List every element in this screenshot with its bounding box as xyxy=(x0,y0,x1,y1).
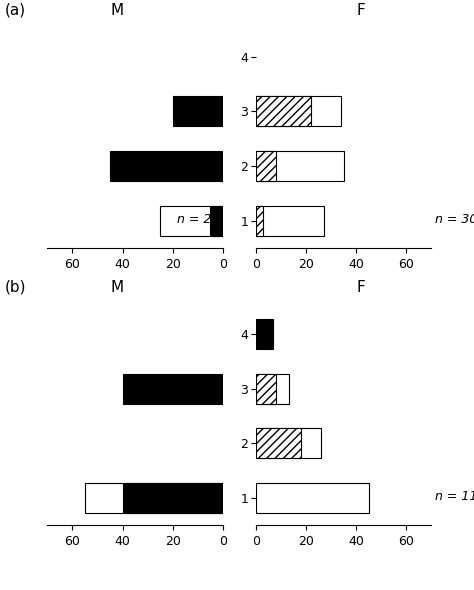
Bar xyxy=(256,428,301,458)
Bar xyxy=(210,205,223,235)
Bar xyxy=(256,151,344,181)
Bar xyxy=(85,483,223,513)
Bar xyxy=(160,205,223,235)
Text: n = 7: n = 7 xyxy=(185,490,219,503)
Bar xyxy=(173,96,223,126)
Bar xyxy=(256,483,369,513)
Bar xyxy=(123,483,223,513)
Bar xyxy=(256,96,341,126)
Text: n = 30: n = 30 xyxy=(435,213,474,226)
Text: M: M xyxy=(111,280,124,295)
Bar xyxy=(256,151,276,181)
Text: F: F xyxy=(357,3,365,18)
Bar xyxy=(256,428,321,458)
Text: n = 11: n = 11 xyxy=(435,490,474,503)
Bar xyxy=(256,373,276,404)
Text: n = 25: n = 25 xyxy=(177,213,219,226)
Bar xyxy=(256,319,273,349)
Text: (b): (b) xyxy=(5,280,26,295)
Bar xyxy=(256,96,311,126)
Text: (a): (a) xyxy=(5,3,26,18)
Bar xyxy=(256,205,324,235)
Bar xyxy=(256,205,264,235)
Text: M: M xyxy=(111,3,124,18)
Text: F: F xyxy=(357,280,365,295)
Bar xyxy=(123,373,223,404)
Bar xyxy=(110,151,223,181)
Bar xyxy=(256,373,289,404)
